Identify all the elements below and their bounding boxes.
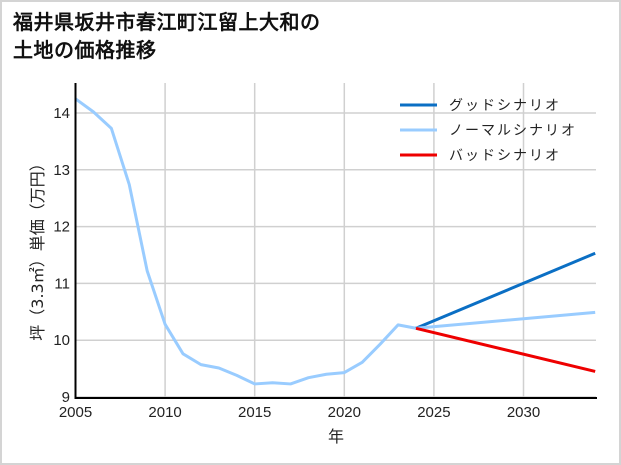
x-tick-label: 2030 bbox=[507, 404, 540, 421]
chart-title-line1: 福井県坂井市春江町江留上大和の bbox=[13, 10, 321, 34]
legend-label: グッドシナリオ bbox=[449, 98, 561, 114]
y-tick-label: 10 bbox=[53, 332, 70, 349]
historical-price-line bbox=[74, 97, 417, 386]
chart-title-line2: 土地の価格推移 bbox=[13, 38, 157, 62]
x-tick-label: 2020 bbox=[328, 404, 361, 421]
legend-item-bad: バッドシナリオ bbox=[400, 148, 561, 164]
good-scenario-line bbox=[415, 251, 596, 330]
legend-item-normal: ノーマルシナリオ bbox=[400, 123, 577, 139]
legend-item-good: グッドシナリオ bbox=[400, 98, 561, 114]
y-tick-label: 13 bbox=[53, 162, 70, 179]
axes bbox=[74, 83, 597, 399]
y-tick-label: 9 bbox=[62, 389, 70, 406]
x-tick-label: 2015 bbox=[238, 404, 271, 421]
normal-scenario-line bbox=[415, 310, 596, 330]
x-axis-label: 年 bbox=[328, 427, 344, 446]
bad-scenario-line bbox=[415, 326, 596, 373]
legend-label: ノーマルシナリオ bbox=[449, 123, 577, 139]
y-tick-label: 14 bbox=[53, 105, 70, 122]
x-tick-label: 2025 bbox=[417, 404, 450, 421]
x-tick-label: 2005 bbox=[59, 404, 92, 421]
legend-label: バッドシナリオ bbox=[449, 148, 561, 164]
data-lines bbox=[74, 97, 596, 386]
y-tick-label: 11 bbox=[54, 275, 70, 292]
x-tick-labels: 2005 2010 2015 2020 2025 2030 bbox=[59, 404, 540, 421]
chart-title: 福井県坂井市春江町江留上大和の 土地の価格推移 bbox=[13, 8, 321, 64]
x-tick-label: 2010 bbox=[148, 404, 181, 421]
y-tick-label: 12 bbox=[53, 219, 70, 236]
y-tick-labels: 9 10 11 12 13 14 bbox=[53, 105, 70, 406]
y-axis-label: 坪（3.3㎡）単価（万円） bbox=[28, 155, 47, 340]
